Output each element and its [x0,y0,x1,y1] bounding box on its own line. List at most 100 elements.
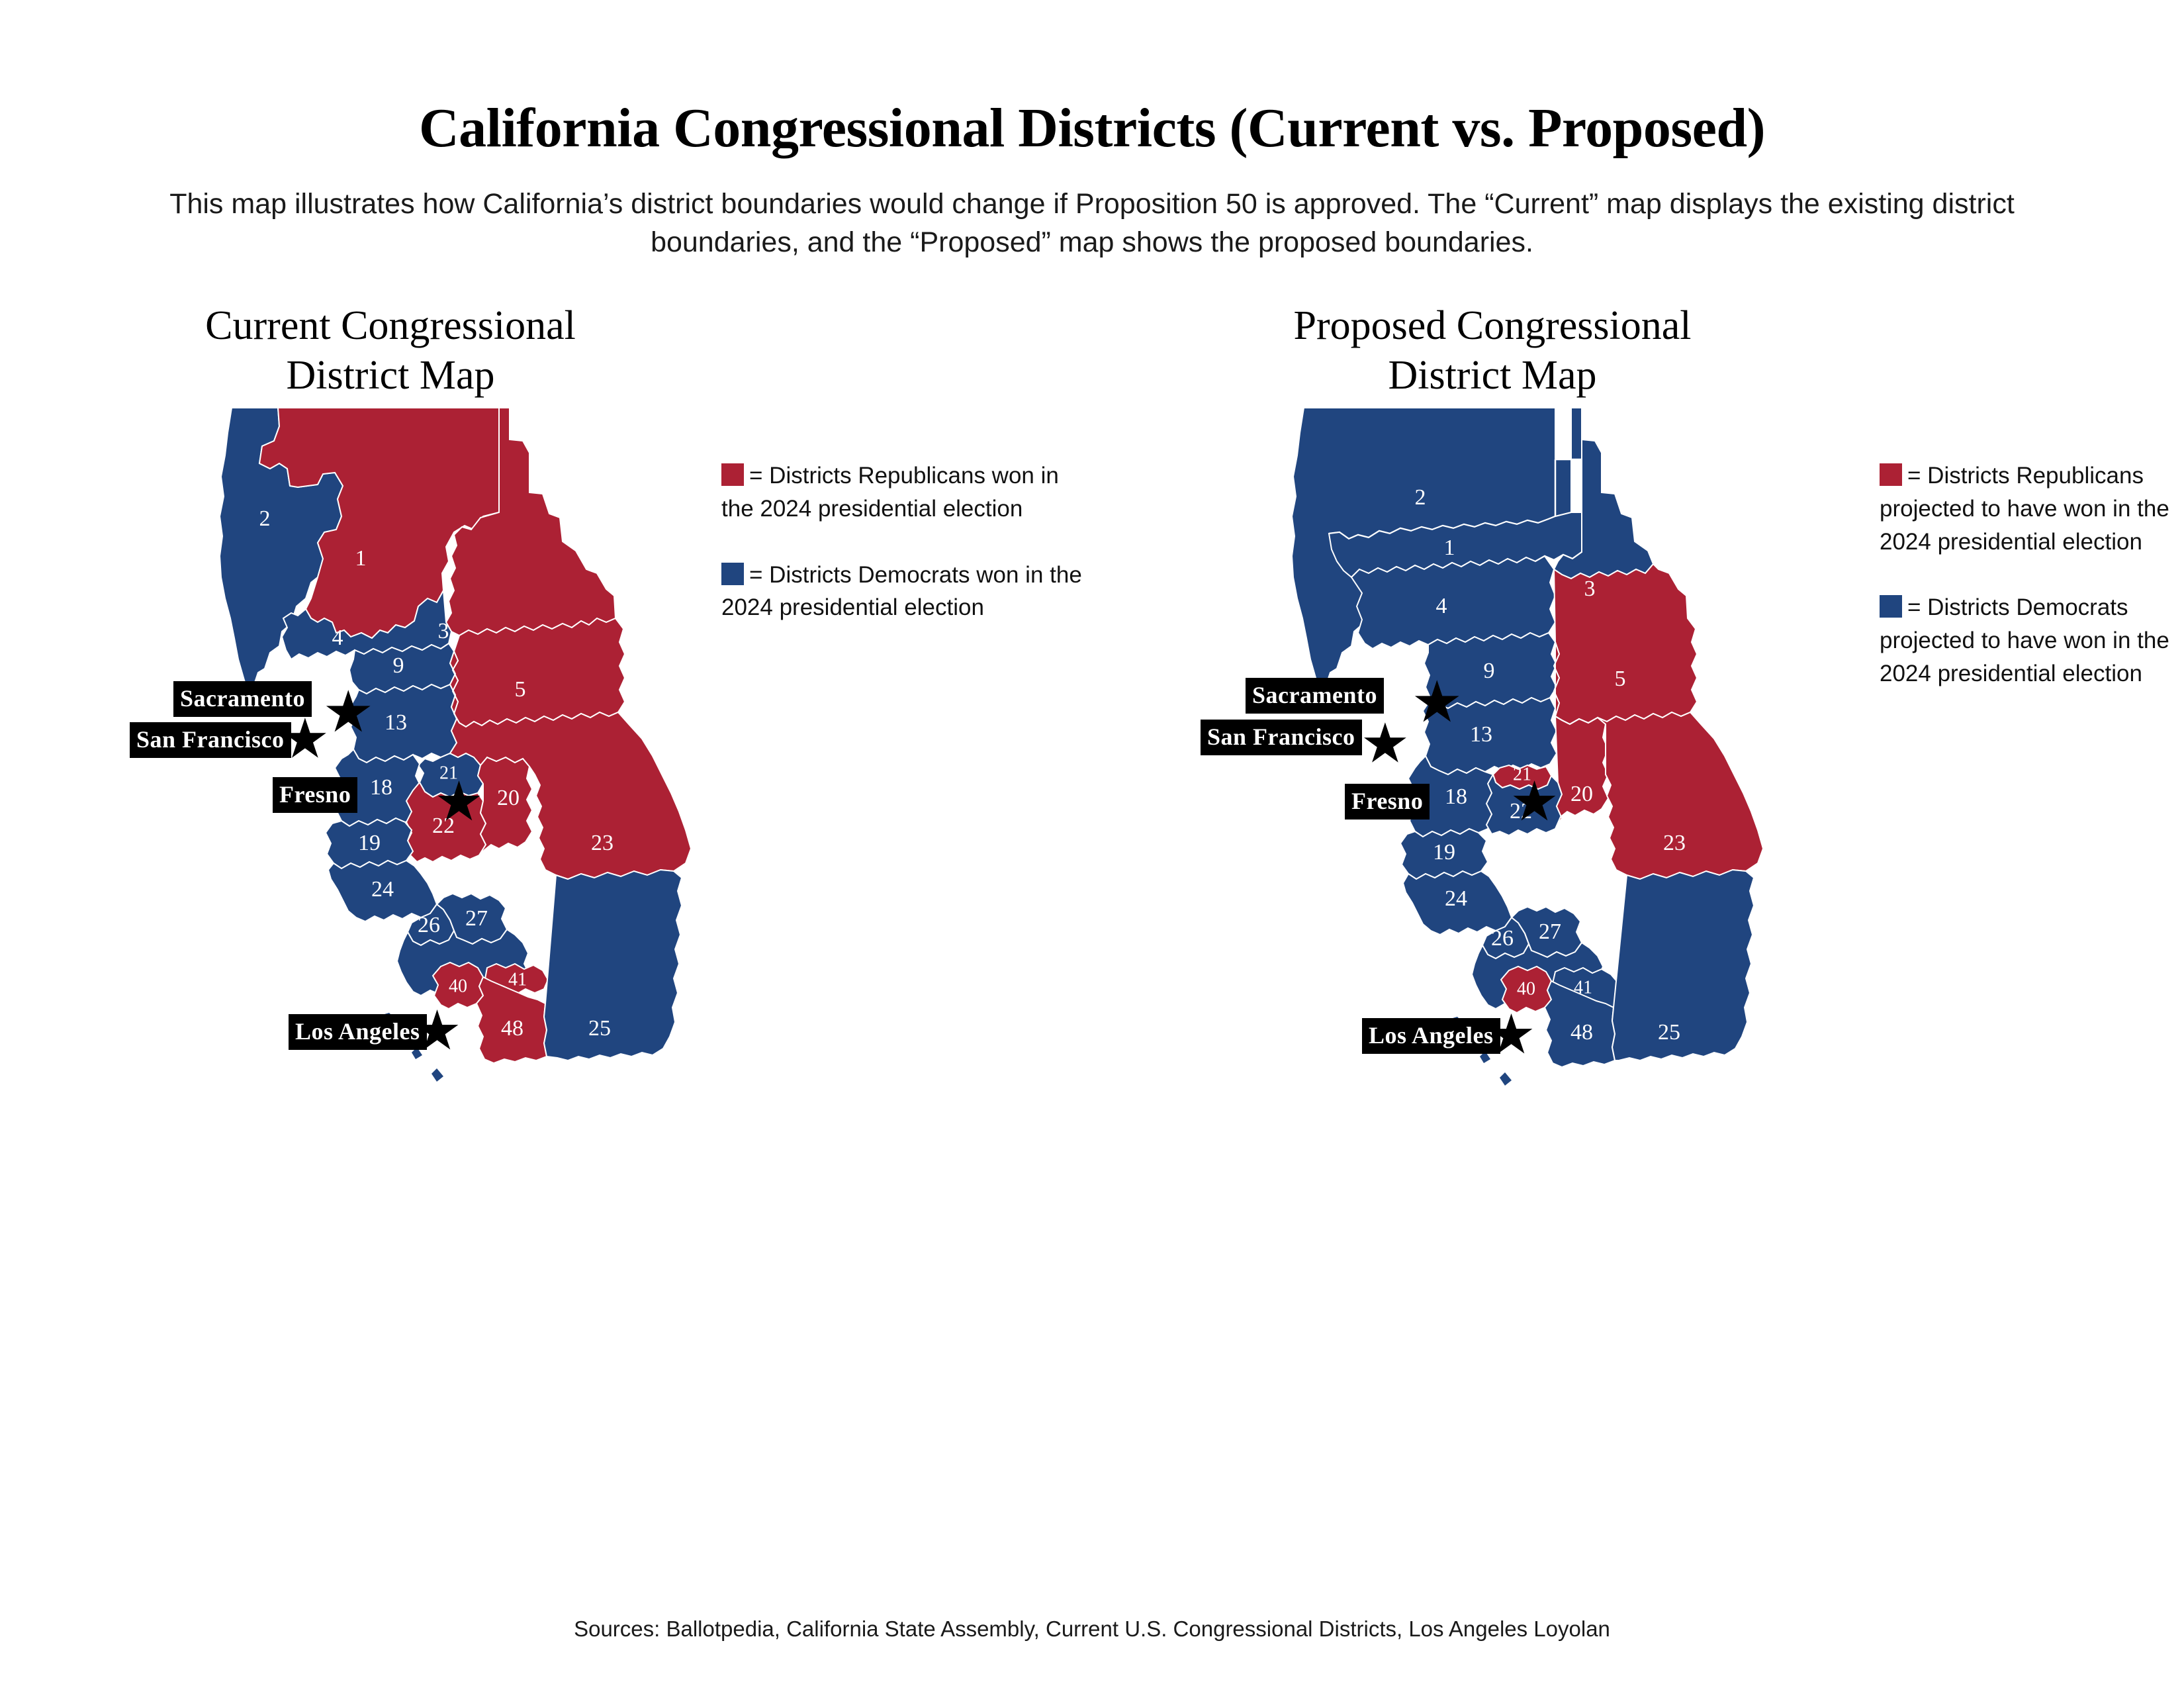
district-number-41: 41 [1574,978,1592,998]
legend-swatch-democrat-icon [721,562,744,585]
district-number-24: 24 [1445,886,1467,911]
district-number-1: 1 [355,546,367,571]
channel-islands [351,1013,443,1082]
city-label-los-angeles: Los Angeles [289,1014,427,1051]
district-shape-25[interactable] [543,869,683,1062]
maps-container: Current Congressional District Map [0,301,2184,1360]
city-label-los-angeles: Los Angeles [1362,1018,1500,1055]
current-map-city-markers [284,690,480,1050]
city-star-los-angeles [1490,1013,1533,1054]
california-proposed-district-map[interactable]: 2 1 3 4 9 5 13 21 18 22 20 19 23 24 26 2… [1291,400,1794,1128]
district-number-21: 21 [439,763,458,784]
proposed-map-heading: Proposed Congressional District Map [1092,301,2184,400]
district-number-40: 40 [449,976,467,997]
district-number-5: 5 [515,677,526,702]
district-number-18: 18 [1445,784,1467,809]
district-number-20: 20 [1570,782,1593,806]
district-shape-25[interactable] [1611,869,1755,1062]
proposed-map-heading-line1: Proposed Congressional [1293,303,1692,349]
district-number-22: 22 [432,814,455,838]
city-star-sacramento [1414,680,1459,722]
district-number-23: 23 [591,831,614,855]
city-star-fresno [1513,780,1556,821]
district-shape-23[interactable] [1553,641,1764,880]
panel-current-map: Current Congressional District Map [0,301,1092,1360]
district-number-13: 13 [385,710,407,735]
district-number-4: 4 [332,626,343,650]
panel-proposed-map: Proposed Congressional District Map [1092,301,2184,1360]
current-map-heading: Current Congressional District Map [0,301,1092,400]
district-shape-5[interactable] [1553,563,1698,726]
district-number-23: 23 [1663,831,1686,855]
district-number-2: 2 [1415,485,1426,510]
legend-swatch-democrat-icon [1880,595,1902,618]
current-map-body: 2 1 3 4 9 5 13 21 18 22 20 19 23 24 26 2… [0,400,1092,1360]
legend-swatch-republican-icon [721,463,744,487]
district-number-26: 26 [418,913,440,937]
district-number-25: 25 [1658,1020,1680,1045]
city-label-san-francisco: San Francisco [1201,720,1362,756]
current-map-legend: = Districts Republicans won in the 2024 … [721,459,1092,657]
district-number-19: 19 [1433,840,1455,865]
city-star-sacramento [326,690,371,732]
legend-row-republican: = Districts Republicans won in the 2024 … [721,459,1092,525]
district-number-25: 25 [588,1016,611,1041]
district-number-20: 20 [497,786,520,810]
proposed-map-legend: = Districts Republicans projected to hav… [1880,459,2184,723]
district-number-26: 26 [1491,926,1514,951]
city-label-san-francisco: San Francisco [130,722,291,759]
district-number-3: 3 [1584,577,1596,601]
district-number-40: 40 [1517,979,1535,1000]
current-map-districts [218,407,692,1082]
channel-islands [1419,1017,1512,1086]
page-subtitle: This map illustrates how California’s di… [169,188,2015,258]
city-label-sacramento: Sacramento [173,681,312,718]
legend-row-democrat: = Districts Democrats won in the 2024 pr… [721,559,1092,624]
district-number-21: 21 [1513,765,1531,785]
district-number-19: 19 [358,831,381,855]
legend-label-republican: = Districts Republicans won in the 2024 … [721,463,1059,522]
district-shape-20[interactable] [1554,715,1610,829]
proposed-map-body: 2 1 3 4 9 5 13 21 18 22 20 19 23 24 26 2… [1092,400,2184,1360]
district-shape-4[interactable] [1350,555,1557,650]
city-label-sacramento: Sacramento [1246,678,1384,714]
page-title: California Congressional Districts (Curr… [418,97,1766,159]
legend-swatch-republican-icon [1880,463,1902,487]
current-map-heading-line1: Current Congressional [205,303,576,349]
city-star-san-francisco [1364,722,1406,763]
legend-row-republican: = Districts Republicans projected to hav… [1880,459,2184,558]
city-star-los-angeles [416,1009,459,1050]
city-label-fresno: Fresno [273,777,358,814]
district-number-27: 27 [1539,919,1561,944]
current-map-district-numbers: 2 1 3 4 9 5 13 21 18 22 20 19 23 24 26 2… [259,506,614,1041]
legend-label-democrat: = Districts Democrats projected to have … [1880,594,2169,686]
district-number-48: 48 [1570,1020,1593,1045]
proposed-map-city-markers [1364,680,1556,1054]
legend-label-democrat: = Districts Democrats won in the 2024 pr… [721,561,1082,621]
district-number-41: 41 [508,970,527,990]
california-current-district-map[interactable]: 2 1 3 4 9 5 13 21 18 22 20 19 23 24 26 2… [218,400,721,1128]
district-number-3: 3 [438,619,449,643]
proposed-map-district-numbers: 2 1 3 4 9 5 13 21 18 22 20 19 23 24 26 2… [1415,485,1686,1045]
district-number-9: 9 [1484,659,1495,683]
district-number-24: 24 [371,877,394,902]
district-number-27: 27 [465,906,488,931]
district-shape-5[interactable] [451,617,626,728]
district-number-48: 48 [501,1016,523,1041]
proposed-map-districts [1291,407,1764,1086]
district-number-18: 18 [370,775,392,800]
legend-row-democrat: = Districts Democrats projected to have … [1880,591,2184,690]
district-number-1: 1 [1444,536,1455,560]
sources-footer: Sources: Ballotpedia, California State A… [574,1617,1610,1641]
city-star-fresno [437,780,480,821]
district-number-13: 13 [1470,722,1492,747]
header: California Congressional Districts (Curr… [0,0,2184,261]
district-number-4: 4 [1436,594,1447,618]
legend-label-republican: = Districts Republicans projected to hav… [1880,463,2169,555]
district-number-5: 5 [1615,667,1626,691]
city-label-fresno: Fresno [1345,784,1430,820]
district-number-2: 2 [259,506,271,531]
district-number-9: 9 [393,653,404,678]
current-map-heading-line2: District Map [286,352,495,398]
city-star-san-francisco [284,718,326,758]
